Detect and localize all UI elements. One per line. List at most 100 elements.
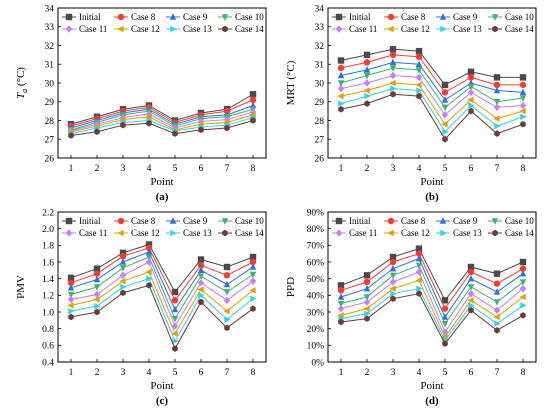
legend-item: Case 9 [436, 12, 478, 22]
data-point [67, 302, 74, 309]
data-point [519, 81, 527, 89]
data-point [415, 60, 423, 67]
data-point [171, 297, 179, 304]
legend-marker [491, 14, 499, 21]
data-point [493, 313, 500, 321]
y-tick-label: 30 [315, 79, 325, 89]
series-line-case-8 [70, 99, 254, 127]
legend-marker [222, 229, 228, 237]
data-point [67, 295, 75, 304]
x-tick-label: 8 [521, 164, 526, 174]
data-point [415, 73, 423, 82]
series-line-initial [70, 243, 254, 293]
series-line-case-9 [70, 105, 254, 129]
panel-label: (d) [425, 395, 439, 407]
data-point [468, 102, 475, 109]
data-point [249, 96, 257, 104]
legend-label: Case 14 [235, 228, 264, 238]
data-point [337, 293, 345, 300]
data-point [68, 313, 74, 321]
legend-label: Case 8 [401, 216, 426, 226]
series-line-initial [340, 48, 523, 86]
data-point [390, 91, 396, 98]
data-point [520, 121, 526, 128]
legend-marker [440, 229, 447, 237]
legend-label: Case 10 [235, 216, 264, 226]
y-tick-label: 31 [315, 61, 325, 71]
panel-label: (b) [425, 191, 439, 203]
data-point [93, 265, 101, 272]
data-point [249, 258, 257, 266]
data-point [415, 268, 423, 276]
data-point [519, 74, 527, 81]
data-point [197, 273, 205, 280]
x-tick-label: 3 [121, 368, 126, 378]
x-tick-label: 8 [521, 368, 526, 378]
data-point [415, 53, 423, 60]
data-point [363, 272, 371, 279]
data-point [416, 87, 423, 94]
data-point [364, 310, 371, 317]
data-point [337, 312, 344, 319]
series-line-initial [70, 93, 254, 125]
legend-marker [387, 217, 395, 225]
data-point [467, 96, 474, 104]
data-point [441, 305, 449, 312]
legend-marker [492, 229, 498, 237]
data-point [223, 115, 231, 124]
legend-label: Case 12 [401, 228, 430, 238]
data-point [146, 275, 153, 282]
data-point [119, 252, 127, 260]
data-point [171, 322, 179, 330]
legend-marker [65, 13, 73, 21]
data-point [223, 272, 231, 279]
data-point [94, 128, 100, 135]
x-axis-label: Point [420, 380, 443, 392]
y-tick-label: 60% [307, 258, 325, 268]
y-tick-label: 90% [307, 208, 325, 218]
legend-item: Case 13 [436, 24, 482, 34]
data-point [467, 274, 475, 282]
legend-label: Initial [79, 216, 101, 226]
y-tick-label: 30 [45, 79, 55, 89]
data-point [441, 81, 449, 89]
data-point [415, 67, 423, 74]
data-point [337, 84, 345, 93]
y-tick-label: 50% [307, 275, 325, 285]
data-point [363, 51, 371, 59]
data-point [519, 269, 527, 277]
data-point [250, 295, 257, 302]
data-point [364, 100, 370, 107]
legend-item: Case 9 [166, 216, 208, 226]
data-point [389, 71, 397, 80]
data-point [363, 284, 371, 292]
legend-label: Case 11 [349, 24, 377, 34]
data-point [468, 307, 474, 314]
legend-item: Case 10 [488, 216, 534, 226]
data-point [441, 96, 449, 103]
legend-label: Case 9 [453, 12, 478, 22]
data-point [390, 295, 396, 302]
y-tick-label: 31 [45, 61, 55, 71]
legend-label: Case 8 [131, 12, 156, 22]
data-point [337, 92, 344, 100]
series-line-case-11 [70, 111, 254, 132]
data-point [224, 316, 231, 323]
x-axis-label: Point [150, 176, 173, 188]
data-point [94, 302, 101, 310]
y-tick-label: 34 [45, 4, 55, 14]
legend-marker [335, 217, 343, 225]
series-line-case-10 [340, 67, 524, 109]
data-point [197, 256, 205, 263]
legend-item: Case 8 [384, 12, 426, 22]
data-point [223, 107, 231, 115]
series-line-case-11 [340, 74, 524, 116]
data-point [442, 340, 448, 347]
data-point [441, 297, 449, 304]
legend-item: Case 11 [332, 228, 377, 238]
series-line-case-13 [340, 288, 524, 342]
data-point [519, 293, 526, 301]
data-point [389, 278, 397, 286]
x-tick-label: 7 [225, 368, 230, 378]
x-tick-label: 3 [391, 164, 396, 174]
